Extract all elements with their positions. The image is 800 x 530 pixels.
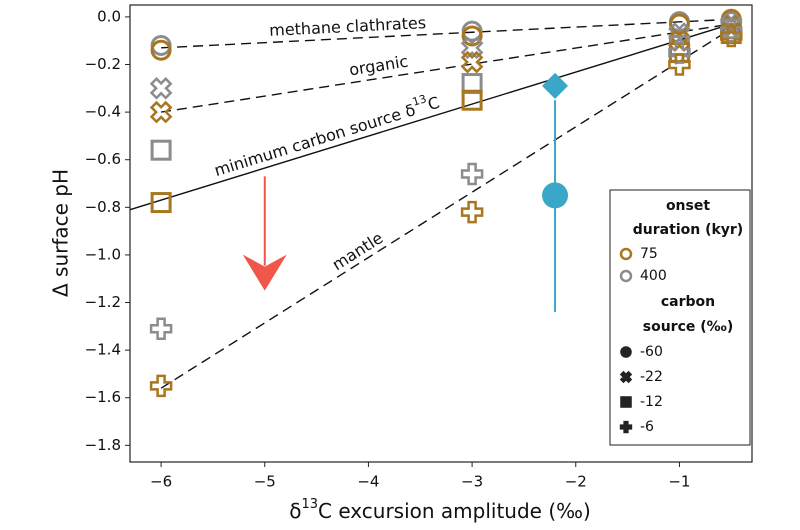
marker-plus	[668, 53, 691, 76]
x-tick-label: −5	[254, 473, 276, 491]
legend-title: onset	[666, 198, 710, 214]
estimate-circle	[542, 182, 569, 209]
marker-x	[460, 50, 484, 74]
marker-square	[461, 89, 483, 111]
marker-x	[149, 100, 173, 124]
marker-circle	[150, 39, 172, 61]
marker-x	[149, 76, 173, 100]
legend-title: carbon	[661, 294, 715, 310]
legend-box	[609, 189, 751, 446]
reference-line	[160, 28, 732, 389]
line-label-part: C	[425, 92, 441, 113]
arrow-head	[242, 254, 287, 291]
line-label-sup: 13	[411, 92, 428, 109]
marker-circle	[668, 13, 690, 35]
y-tick-label: −1.8	[85, 436, 121, 454]
x-tick-label: −1	[668, 473, 690, 491]
x-tick-label: −6	[150, 473, 172, 491]
x-axis-label: δ13C excursion amplitude (‰)	[289, 497, 591, 523]
marker-plus	[460, 162, 484, 186]
legend-marker	[620, 396, 632, 408]
y-tick-label: −0.8	[85, 198, 121, 216]
y-tick-label: −0.6	[85, 150, 121, 168]
legend-title: source (‰)	[643, 319, 733, 335]
reference-line	[160, 23, 732, 113]
legend-marker	[619, 247, 633, 261]
y-tick-label: −0.2	[85, 55, 121, 73]
y-tick-label: −0.4	[85, 103, 121, 121]
legend-marker	[619, 269, 633, 283]
legend-label: -6	[640, 419, 654, 435]
legend-label: 75	[640, 246, 658, 262]
x-label-part: δ	[289, 499, 301, 523]
y-tick-label: −1.6	[85, 388, 121, 406]
marker-square	[150, 192, 172, 214]
legend-label: -60	[640, 344, 663, 360]
x-tick-label: −3	[461, 473, 483, 491]
marker-circle	[461, 25, 483, 47]
legend-label: -12	[640, 394, 663, 410]
marker-plus	[149, 317, 173, 340]
marker-plus	[460, 200, 484, 224]
marker-plus	[149, 374, 173, 398]
legend-title: duration (kyr)	[633, 222, 743, 238]
y-tick-label: −1.4	[85, 341, 121, 359]
y-tick-label: −1.0	[85, 245, 121, 263]
legend-marker	[620, 346, 632, 358]
estimate-diamond	[542, 72, 569, 99]
marker-square	[150, 139, 172, 161]
legend-marker	[619, 370, 633, 384]
marker-plus	[720, 24, 743, 48]
legend-label: -22	[640, 369, 663, 385]
y-tick-label: 0.0	[97, 7, 121, 25]
x-label-part: C excursion amplitude (‰)	[318, 499, 591, 523]
x-tick-label: −4	[357, 473, 379, 491]
reference-line	[129, 23, 732, 211]
legend-marker	[619, 420, 633, 434]
marker-x	[460, 36, 484, 60]
marker-plus	[668, 41, 691, 64]
x-tick-label: −2	[565, 473, 587, 491]
legend-label: 400	[640, 268, 667, 284]
y-tick-label: −1.2	[85, 293, 121, 311]
x-label-sup: 13	[301, 497, 318, 512]
y-axis-label: Δ surface pH	[49, 169, 73, 297]
